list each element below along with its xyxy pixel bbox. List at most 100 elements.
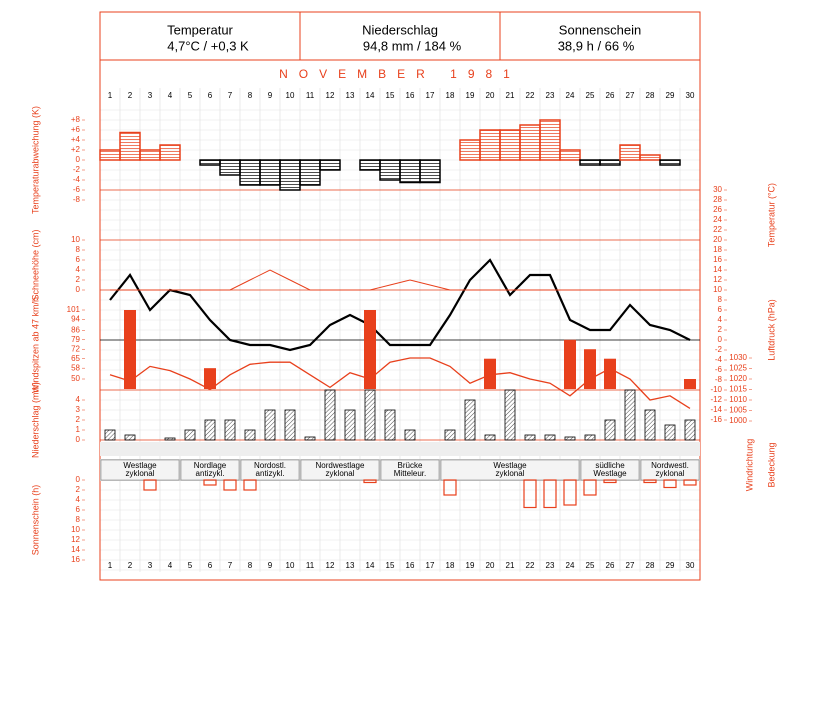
sunshine-bar [663,479,677,489]
deviation-bar [619,144,641,161]
snow-line [110,269,690,291]
day-label: 25 [586,91,595,100]
deviation-bar [359,159,381,171]
axis-label: Windrichtung [744,439,754,492]
weather-type: Westlage [123,461,157,470]
weather-box [380,459,440,481]
day-label: 10 [286,561,295,570]
day-label: 14 [366,561,375,570]
weather-box [300,459,380,481]
day-label: 26 [606,561,615,570]
precipitation-bar [164,437,176,441]
axis-label: Niederschlag (mm) [30,382,40,458]
y-tick-label: 12 [71,535,80,544]
deviation-bar [239,159,261,186]
header-title: Sonnenschein [559,22,641,37]
precipitation-bar [604,419,616,441]
wind-bar [204,368,216,389]
header-value: 4,7°C / +0,3 K [167,38,249,53]
precipitation-bar [124,434,136,441]
y-tick-label: 6 [718,305,723,314]
y-tick-label: 1020 [729,374,747,383]
header-value: 94,8 mm / 184 % [363,38,462,53]
day-label: 22 [526,91,535,100]
y-tick-label: 1005 [729,406,747,415]
y-tick-label: 10 [713,285,722,294]
y-tick-label: -4 [715,355,723,364]
y-tick-label: 10 [71,235,80,244]
day-label: 30 [686,91,695,100]
day-label: 6 [208,561,213,570]
y-tick-label: 65 [71,354,80,363]
y-tick-label: 0 [76,285,81,294]
precipitation-bar [524,434,536,441]
pressure-line [109,357,691,409]
sunshine-bar [683,479,697,486]
weather-type: zyklonal [656,469,685,478]
day-label: 30 [686,561,695,570]
y-tick-label: -8 [715,375,723,384]
deviation-bar [519,124,541,161]
day-label: 13 [346,561,355,570]
sunshine-bar [143,479,157,491]
y-tick-label: -12 [710,395,722,404]
sunshine-bar [203,479,217,486]
sunshine-bar [243,479,257,491]
y-tick-label: 1 [76,425,81,434]
precipitation-bar [644,409,656,441]
weather-type: Nordwestl. [651,461,689,470]
y-tick-label: 8 [76,515,81,524]
day-label: 17 [426,91,435,100]
deviation-bar [539,119,561,161]
precipitation-bar [444,429,456,441]
y-tick-label: -4 [73,175,81,184]
y-tick-label: 1025 [729,364,747,373]
day-label: 7 [228,561,233,570]
y-tick-label: 18 [713,245,722,254]
weather-type: südliche [595,461,625,470]
day-label: 28 [646,561,655,570]
deviation-bar [559,149,581,161]
day-label: 1 [108,91,113,100]
day-label: 29 [666,91,675,100]
deviation-bar [199,159,221,166]
sunshine-bar [443,479,457,496]
y-tick-label: 30 [713,185,722,194]
y-tick-label: 16 [713,255,722,264]
wind-bar [584,349,596,389]
day-label: 12 [326,91,335,100]
precipitation-bar [324,389,336,441]
weather-box [240,459,300,481]
y-tick-label: 94 [71,315,80,324]
day-label: 9 [268,561,273,570]
axis-label: Temperatur (°C) [766,183,776,247]
precipitation-bar [264,409,276,441]
sunshine-bar [223,479,237,491]
y-tick-label: 20 [713,235,722,244]
day-label: 24 [566,561,575,570]
deviation-bar [579,159,601,166]
precipitation-bar [684,419,696,441]
deviation-bar [299,159,321,186]
day-label: 29 [666,561,675,570]
sunshine-bar [363,479,377,484]
y-tick-label: 1000 [729,416,747,425]
day-label: 5 [188,91,193,100]
axis-label: Windspitzen ab 47 km/h [30,297,40,393]
y-tick-label: -6 [715,365,723,374]
weather-type: Nordwestlage [316,461,365,470]
day-label: 2 [128,91,133,100]
y-tick-label: 2 [718,325,723,334]
axis-label: Temperaturabweichung (K) [30,106,40,214]
y-tick-label: 4 [718,315,723,324]
y-tick-label: 28 [713,195,722,204]
y-tick-label: 1030 [729,353,747,362]
y-tick-label: 4 [76,495,81,504]
deviation-bar [479,129,501,161]
y-tick-label: -8 [73,195,81,204]
weather-type: zyklonal [126,469,155,478]
day-label: 20 [486,561,495,570]
deviation-bar [379,159,401,181]
axis-label: Luftdruck (hPa) [766,299,776,361]
day-label: 18 [446,91,455,100]
